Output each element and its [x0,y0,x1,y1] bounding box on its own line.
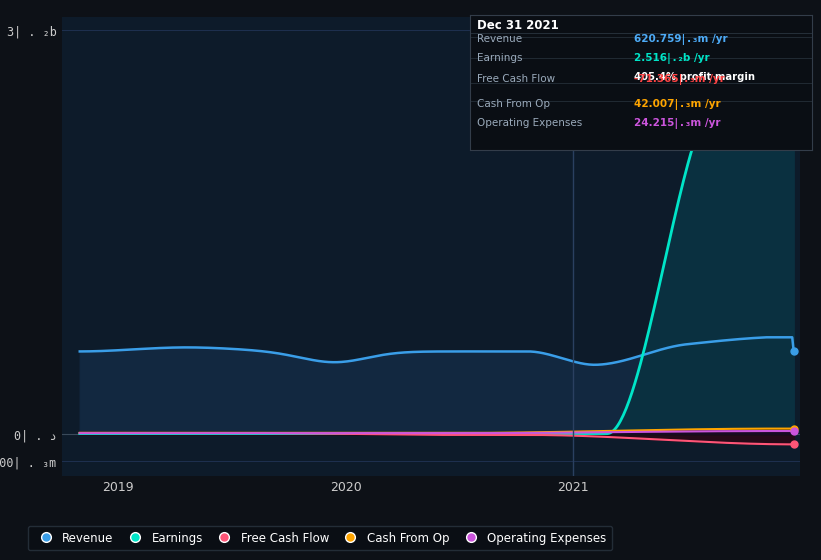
Text: Revenue: Revenue [477,34,522,44]
Text: 620.759| . ₃m /yr: 620.759| . ₃m /yr [634,34,727,45]
Text: Free Cash Flow: Free Cash Flow [477,74,555,85]
Text: Dec 31 2021: Dec 31 2021 [477,19,558,32]
Text: -71.365| . ₃m /yr: -71.365| . ₃m /yr [634,74,725,85]
Text: 2.516| . ₂b /yr: 2.516| . ₂b /yr [634,53,710,64]
Text: 42.007| . ₃m /yr: 42.007| . ₃m /yr [634,99,721,110]
Legend: Revenue, Earnings, Free Cash Flow, Cash From Op, Operating Expenses: Revenue, Earnings, Free Cash Flow, Cash … [28,526,612,550]
Text: 405.4% profit margin: 405.4% profit margin [634,72,755,82]
Text: Earnings: Earnings [477,53,522,63]
Text: Operating Expenses: Operating Expenses [477,118,582,128]
Text: Cash From Op: Cash From Op [477,99,550,109]
Text: 24.215| . ₃m /yr: 24.215| . ₃m /yr [634,118,721,129]
